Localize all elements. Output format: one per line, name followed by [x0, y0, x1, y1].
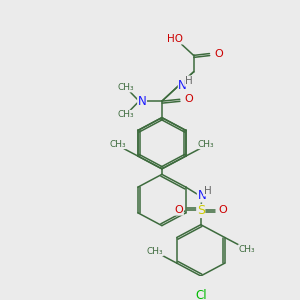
Text: HO: HO	[167, 34, 183, 44]
Text: H: H	[204, 186, 212, 196]
Text: CH₃: CH₃	[110, 140, 126, 149]
Text: O: O	[175, 205, 183, 215]
Text: CH₃: CH₃	[147, 247, 163, 256]
Text: CH₃: CH₃	[118, 83, 134, 92]
Text: S: S	[197, 205, 205, 218]
Text: H: H	[185, 76, 193, 86]
Text: N: N	[138, 94, 146, 108]
Text: O: O	[218, 205, 227, 215]
Text: O: O	[184, 94, 193, 104]
Text: CH₃: CH₃	[197, 140, 214, 149]
Text: N: N	[178, 79, 187, 92]
Text: O: O	[214, 49, 223, 58]
Text: CH₃: CH₃	[238, 245, 255, 254]
Text: Cl: Cl	[195, 289, 207, 300]
Text: N: N	[197, 189, 206, 202]
Text: CH₃: CH₃	[118, 110, 134, 119]
